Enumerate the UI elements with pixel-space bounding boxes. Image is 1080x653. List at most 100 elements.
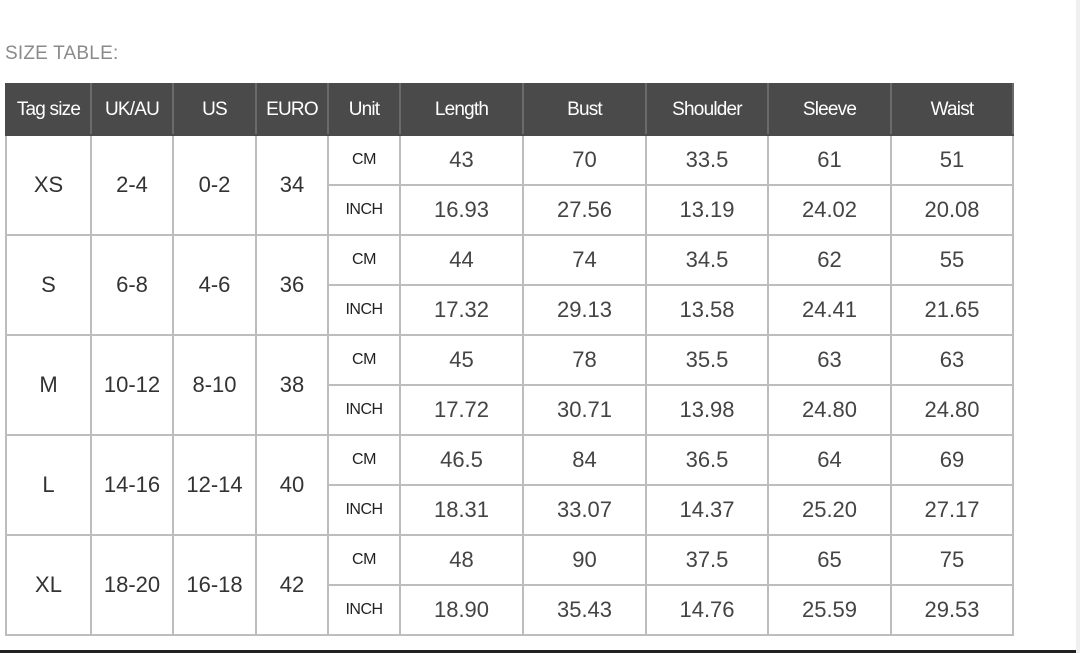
table-row-cm: S 6-8 4-6 36 CM 44 74 34.5 62 55 [5,234,1014,336]
sleeve-inch-cell: 24.80 [767,384,892,436]
shoulder-inch-cell: 13.19 [645,184,769,236]
tag-size-cell: L [5,434,92,536]
right-edge [1076,0,1080,653]
sleeve-cm-cell: 64 [767,434,892,486]
unit-cell: CM [327,334,401,386]
length-cm-cell: 45 [399,334,524,386]
bust-inch-cell: 29.13 [522,284,647,336]
shoulder-inch-cell: 14.76 [645,584,769,636]
header-shoulder: Shoulder [645,83,769,136]
euro-cell: 38 [255,334,329,436]
uk-au-cell: 2-4 [90,134,174,236]
unit-cell: CM [327,434,401,486]
table-row-cm: L 14-16 12-14 40 CM 46.5 84 36.5 64 69 [5,434,1014,536]
tag-size-cell: XL [5,534,92,636]
header-tag-size: Tag size [5,83,92,136]
waist-cm-cell: 63 [890,334,1014,386]
waist-cm-cell: 75 [890,534,1014,586]
size-table-title: SIZE TABLE: [5,43,119,64]
bust-cm-cell: 74 [522,234,647,286]
shoulder-cm-cell: 37.5 [645,534,769,586]
unit-cell: CM [327,534,401,586]
tag-size-cell: M [5,334,92,436]
table-row-inch: INCH 17.72 30.71 13.98 24.80 24.80 [6,384,1014,436]
tag-size-cell: S [5,234,92,336]
shoulder-cm-cell: 36.5 [645,434,769,486]
length-inch-cell: 18.90 [399,584,524,636]
header-sleeve: Sleeve [767,83,892,136]
sleeve-cm-cell: 65 [767,534,892,586]
shoulder-inch-cell: 13.98 [645,384,769,436]
bust-inch-cell: 35.43 [522,584,647,636]
table-row-inch: INCH 17.32 29.13 13.58 24.41 21.65 [6,284,1014,336]
unit-cell: INCH [327,484,401,536]
length-cm-cell: 44 [399,234,524,286]
waist-inch-cell: 27.17 [890,484,1014,536]
header-bust: Bust [522,83,647,136]
euro-cell: 40 [255,434,329,536]
unit-cell: INCH [327,184,401,236]
table-row-cm: XS 2-4 0-2 34 CM 43 70 33.5 61 51 [5,134,1014,236]
bust-inch-cell: 30.71 [522,384,647,436]
us-cell: 0-2 [172,134,257,236]
bust-inch-cell: 33.07 [522,484,647,536]
length-cm-cell: 48 [399,534,524,586]
sleeve-cm-cell: 61 [767,134,892,186]
bottom-border [0,650,1080,653]
unit-cell: INCH [327,584,401,636]
length-cm-cell: 43 [399,134,524,186]
header-us: US [172,83,257,136]
waist-cm-cell: 51 [890,134,1014,186]
header-uk-au: UK/AU [90,83,174,136]
unit-cell: CM [327,234,401,286]
waist-inch-cell: 29.53 [890,584,1014,636]
length-inch-cell: 18.31 [399,484,524,536]
bust-cm-cell: 84 [522,434,647,486]
sleeve-inch-cell: 24.02 [767,184,892,236]
length-inch-cell: 17.32 [399,284,524,336]
us-cell: 8-10 [172,334,257,436]
shoulder-cm-cell: 34.5 [645,234,769,286]
us-cell: 16-18 [172,534,257,636]
waist-cm-cell: 55 [890,234,1014,286]
euro-cell: 36 [255,234,329,336]
sleeve-inch-cell: 25.59 [767,584,892,636]
waist-inch-cell: 24.80 [890,384,1014,436]
table-row-cm: XL 18-20 16-18 42 CM 48 90 37.5 65 75 [5,534,1014,636]
table-row-cm: M 10-12 8-10 38 CM 45 78 35.5 63 63 [5,334,1014,436]
us-cell: 4-6 [172,234,257,336]
unit-cell: CM [327,134,401,186]
size-table: Tag size UK/AU US EURO Unit Length Bust … [5,83,1014,636]
waist-inch-cell: 21.65 [890,284,1014,336]
shoulder-inch-cell: 14.37 [645,484,769,536]
table-row-inch: INCH 18.31 33.07 14.37 25.20 27.17 [6,484,1014,536]
length-inch-cell: 17.72 [399,384,524,436]
uk-au-cell: 6-8 [90,234,174,336]
sleeve-cm-cell: 63 [767,334,892,386]
sleeve-inch-cell: 24.41 [767,284,892,336]
header-unit: Unit [327,83,401,136]
header-length: Length [399,83,524,136]
euro-cell: 34 [255,134,329,236]
length-inch-cell: 16.93 [399,184,524,236]
us-cell: 12-14 [172,434,257,536]
uk-au-cell: 10-12 [90,334,174,436]
header-euro: EURO [255,83,329,136]
euro-cell: 42 [255,534,329,636]
header-waist: Waist [890,83,1014,136]
bust-inch-cell: 27.56 [522,184,647,236]
shoulder-cm-cell: 33.5 [645,134,769,186]
table-row-inch: INCH 18.90 35.43 14.76 25.59 29.53 [6,584,1014,636]
sleeve-cm-cell: 62 [767,234,892,286]
unit-cell: INCH [327,384,401,436]
bust-cm-cell: 90 [522,534,647,586]
header-row: Tag size UK/AU US EURO Unit Length Bust … [5,83,1014,136]
unit-cell: INCH [327,284,401,336]
waist-inch-cell: 20.08 [890,184,1014,236]
uk-au-cell: 18-20 [90,534,174,636]
sleeve-inch-cell: 25.20 [767,484,892,536]
length-cm-cell: 46.5 [399,434,524,486]
bust-cm-cell: 70 [522,134,647,186]
uk-au-cell: 14-16 [90,434,174,536]
shoulder-cm-cell: 35.5 [645,334,769,386]
